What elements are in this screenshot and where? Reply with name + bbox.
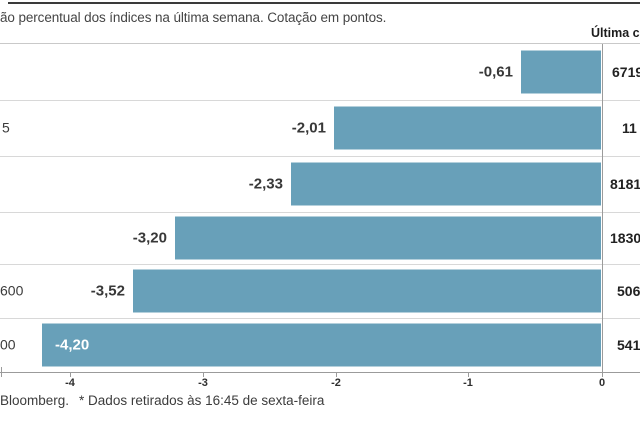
row-divider — [0, 212, 640, 213]
x-axis-tick — [203, 372, 204, 377]
last-quote-value: 1830 — [610, 230, 640, 246]
x-axis-tick-label: -2 — [331, 377, 341, 389]
bar-value-label: -3,52 — [90, 282, 125, 300]
chart-title: ão percentual dos índices na última sema… — [0, 10, 387, 25]
category-label-fragment: 00 — [0, 336, 16, 353]
last-quote-value: 541 — [617, 337, 640, 353]
last-quote-value: 6719 — [612, 64, 640, 80]
x-axis-tick — [70, 372, 71, 377]
row-divider — [0, 318, 640, 319]
zero-baseline — [602, 44, 603, 372]
bar-value-label: -3,20 — [132, 229, 167, 247]
last-quote-value: 8181 — [610, 176, 640, 192]
chart-row: 00 -4,20 541 — [0, 318, 640, 372]
bar — [291, 162, 601, 206]
bar — [521, 50, 601, 94]
chart-row: 5 -2,01 11 — [0, 100, 640, 156]
x-axis-tick-label: -4 — [65, 377, 75, 389]
row-divider — [0, 264, 640, 265]
bar-value-label: -0,61 — [478, 63, 513, 81]
axis-edge-tick — [1, 367, 2, 377]
top-rule — [8, 2, 640, 4]
x-axis-tick-label: -3 — [198, 377, 208, 389]
source-name: Bloomberg. — [0, 393, 70, 408]
value-column-header: Última c — [591, 26, 640, 40]
footnote-text: * Dados retirados às 16:45 de sexta-feir… — [79, 393, 325, 408]
x-axis-tick — [336, 372, 337, 377]
bar-value-label: -2,01 — [291, 119, 326, 137]
chart-row: -0,61 6719 — [0, 44, 640, 100]
x-axis-tick-label: -1 — [463, 377, 473, 389]
bar-value-label: -2,33 — [248, 175, 283, 193]
x-axis — [0, 372, 640, 373]
category-label-fragment: 600 — [0, 282, 24, 299]
row-divider — [0, 100, 640, 101]
bar — [175, 216, 601, 260]
bar — [334, 106, 601, 150]
last-quote-value: 11 — [622, 120, 637, 136]
bar-value-label: -4,20 — [55, 336, 90, 354]
header-divider — [0, 43, 640, 44]
chart-row: -2,33 8181 — [0, 156, 640, 212]
x-axis-tick — [602, 372, 603, 377]
last-quote-value: 506 — [617, 283, 640, 299]
x-axis-tick — [468, 372, 469, 377]
source-line: Bloomberg. * Dados retirados às 16:45 de … — [0, 393, 324, 408]
bar — [133, 269, 601, 313]
row-divider — [0, 156, 640, 157]
bar — [42, 323, 601, 367]
category-label-fragment: 5 — [2, 119, 10, 136]
chart-row: 600 -3,52 506 — [0, 264, 640, 318]
x-axis-tick-label: 0 — [598, 377, 606, 389]
chart-row: -3,20 1830 — [0, 212, 640, 264]
